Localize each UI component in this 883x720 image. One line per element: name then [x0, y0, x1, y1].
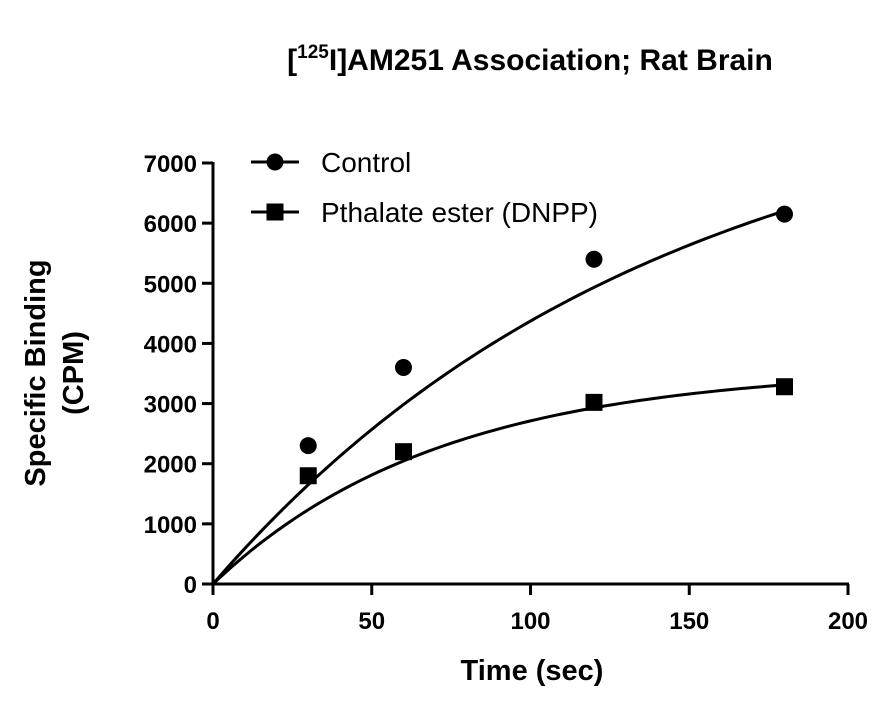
x-tick-label: 0 [206, 608, 219, 635]
data-point-series-1 [776, 205, 793, 223]
x-tick-label: 100 [510, 608, 550, 635]
data-point-series-1 [299, 437, 317, 455]
legend-marker-series-1 [266, 153, 284, 171]
y-tick-label: 0 [184, 572, 197, 599]
data-point-series-1 [395, 358, 412, 376]
chart-title-superscript: 125 [297, 42, 329, 63]
data-points [299, 205, 793, 485]
legend-label-series-2: Pthalate ester (DNPP) [321, 197, 598, 228]
data-point-series-2 [299, 467, 317, 485]
y-tick-label: 1000 [144, 512, 197, 539]
x-tick-label: 150 [669, 608, 709, 635]
x-axis-label: Time (sec) [461, 655, 604, 687]
y-tick-label: 6000 [144, 211, 197, 238]
data-point-series-2 [395, 443, 412, 461]
x-tick-label: 200 [828, 608, 868, 635]
y-tick-label: 7000 [144, 151, 197, 178]
y-tick-label: 2000 [144, 452, 197, 479]
data-point-series-2 [585, 393, 603, 411]
y-axis-label-line-2: (CPM) [58, 331, 90, 415]
data-point-series-1 [585, 250, 603, 268]
chart-title-suffix: I]AM251 Association; Rat Brain [329, 44, 773, 77]
y-tick-label: 5000 [144, 271, 197, 298]
chart-title-prefix: [ [287, 44, 297, 77]
legend: Control Pthalate ester (DNPP) [251, 147, 598, 228]
data-point-series-2 [776, 378, 793, 396]
chart-title: [125I]AM251 Association; Rat Brain [287, 42, 773, 77]
fit-curves [211, 209, 785, 586]
y-axis-label-line-1: Specific Binding [20, 259, 52, 486]
legend-label-series-1: Control [321, 147, 411, 178]
axes: 0 50 100 150 2000100020003000400050006000700… [144, 151, 868, 635]
x-tick-label: 50 [358, 608, 385, 635]
fit-curve-series-2 [211, 383, 785, 586]
fit-curve-series-1 [211, 209, 785, 585]
y-tick-label: 3000 [144, 392, 197, 419]
legend-marker-series-2 [266, 203, 284, 221]
y-tick-label: 4000 [144, 331, 197, 358]
